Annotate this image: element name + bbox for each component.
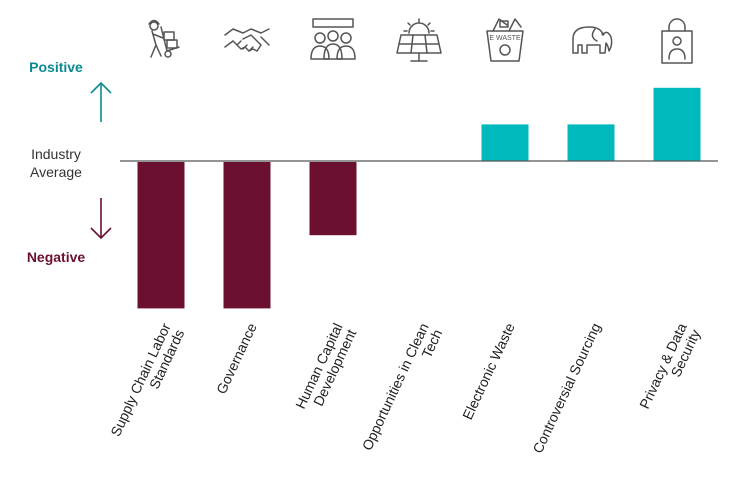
category-label-4: Electronic Waste	[459, 320, 518, 422]
positive-label: Positive	[29, 59, 83, 75]
up-arrow-icon	[90, 81, 112, 122]
category-label-2: Human CapitalDevelopment	[292, 320, 359, 417]
category-label-6: Privacy & DataSecurity	[636, 320, 703, 417]
ewaste-bin-icon: E WASTE	[486, 18, 524, 62]
bars	[137, 87, 701, 309]
down-arrow-icon	[90, 198, 112, 240]
bar-6	[653, 87, 701, 161]
bar-1	[223, 162, 271, 309]
category-icons: E WASTE	[148, 18, 693, 64]
category-label-0: Supply Chain LaborStandards	[107, 320, 187, 445]
handshake-icon	[224, 28, 270, 52]
industry-average-label-line1: Industry	[31, 146, 81, 162]
worker-hand-truck-icon	[148, 19, 180, 58]
padlock-icon	[661, 18, 693, 64]
elephant-icon	[572, 26, 613, 54]
negative-label: Negative	[27, 249, 86, 265]
category-label-1: Governance	[213, 320, 260, 396]
people-group-icon	[310, 18, 356, 60]
solar-panel-icon	[396, 18, 442, 62]
category-label-5: Controversial Sourcing	[529, 321, 603, 456]
category-label-3: Opportunities in CleanTech	[359, 321, 446, 460]
bar-4	[481, 124, 529, 161]
bar-2	[309, 162, 357, 236]
industry-average-label-line2: Average	[30, 164, 82, 180]
ewaste-bin-text: E WASTE	[489, 35, 521, 42]
category-labels: Supply Chain LaborStandards Governance Hum…	[107, 320, 703, 460]
bar-5	[567, 124, 615, 161]
bar-0	[137, 162, 185, 309]
